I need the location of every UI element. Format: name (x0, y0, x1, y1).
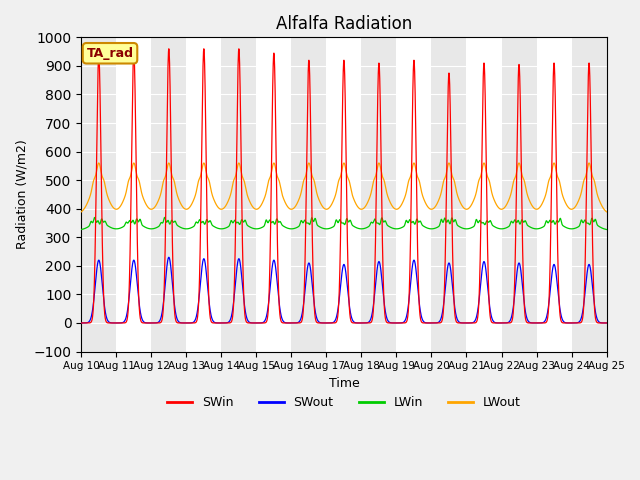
Title: Alfalfa Radiation: Alfalfa Radiation (276, 15, 412, 33)
Bar (572, 37, 607, 351)
Bar (221, 37, 257, 351)
Y-axis label: Radiation (W/m2): Radiation (W/m2) (15, 140, 28, 249)
Bar (362, 37, 396, 351)
Bar (502, 37, 536, 351)
Bar (81, 37, 116, 351)
Bar (151, 37, 186, 351)
Text: TA_rad: TA_rad (86, 47, 134, 60)
Bar (291, 37, 326, 351)
Bar (431, 37, 467, 351)
X-axis label: Time: Time (328, 377, 359, 390)
Legend: SWin, SWout, LWin, LWout: SWin, SWout, LWin, LWout (162, 391, 526, 414)
